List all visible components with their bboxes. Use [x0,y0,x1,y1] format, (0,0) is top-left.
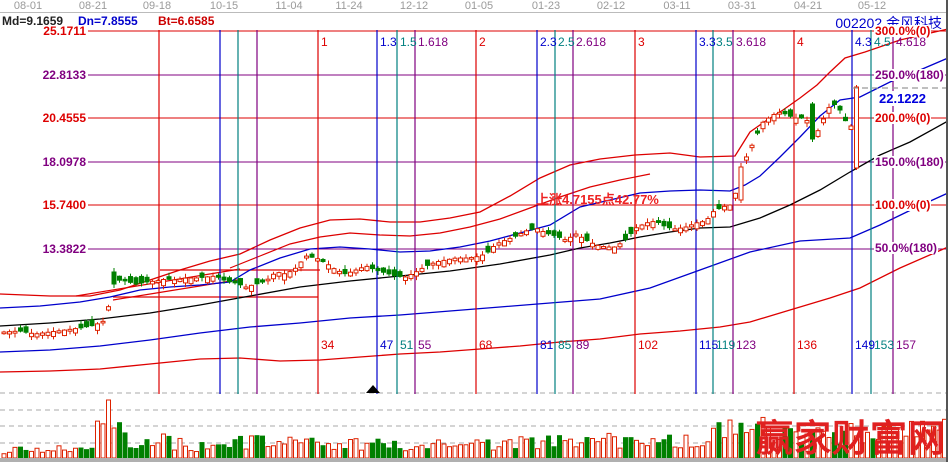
fib-count-label: 136 [797,338,818,352]
fib-count-label: 81 [540,338,554,352]
last-price-label: 22.1222 [878,91,927,106]
percent-axis-label: 200.0%(0) [874,111,932,125]
fib-top-label: 4.5 [874,35,891,49]
fib-top-label: 2.3 [540,35,557,49]
date-tick-label: 09-18 [142,0,172,12]
fib-count-label: 115 [699,338,719,352]
percent-axis-label: 300.0%(0) [874,24,932,38]
date-tick-label: 01-23 [531,0,561,12]
fib-count-label: 102 [638,338,659,352]
fib-count-label: 85 [558,338,572,352]
date-tick-label: 11-04 [275,0,303,12]
date-tick-label: 01-05 [464,0,494,12]
indicator-dn: Dn=7.8555 [78,14,138,28]
fib-top-label: 2.618 [576,35,607,49]
fib-top-label: 1.3 [380,35,397,49]
fib-count-label: 149 [855,338,876,352]
date-tick-label: 02-12 [596,0,626,12]
fib-top-label: 3.5 [716,35,733,49]
percent-axis-label: 250.0%(180) [874,68,945,82]
price-axis-label: 20.4555 [42,111,86,125]
fib-top-label: 2 [479,35,486,49]
date-tick-label: 08-01 [13,0,43,12]
fib-top-label: 4.3 [855,35,872,49]
date-tick-label: 03-11 [663,0,691,12]
date-tick-label: 12-12 [399,0,429,12]
fib-count-label: 55 [418,338,432,352]
percent-axis-label: 150.0%(180) [874,155,945,169]
fib-top-label: 4 [797,35,804,49]
indicator-md: Md=9.1659 [2,14,64,28]
fib-count-label: 123 [736,338,757,352]
fib-top-label: 3.618 [736,35,767,49]
date-tick-label: 03-31 [727,0,757,12]
fib-count-label: 89 [576,338,590,352]
watermark-text: 赢家财富网 [756,418,946,459]
price-axis-label: 15.7400 [42,198,86,212]
fib-count-label: 157 [896,338,917,352]
fib-count-label: 68 [479,338,493,352]
fib-count-label: 51 [400,338,414,352]
price-axis-label: 18.0978 [42,155,86,169]
fib-top-label: 3.3 [699,35,716,49]
fib-count-label: 119 [716,338,736,352]
fib-top-label: 1.5 [400,35,417,49]
fib-top-label: 2.5 [558,35,575,49]
right-border [946,0,948,462]
fib-count-label: 34 [321,338,335,352]
percent-axis-label: 100.0%(0) [874,198,932,212]
fib-top-label: 3 [638,35,645,49]
fib-top-label: 4.618 [896,35,927,49]
price-axis-label: 25.1711 [43,24,86,38]
date-tick-label: 04-21 [793,0,823,12]
percent-axis-label: 50.0%(180) [874,241,939,255]
rise-annotation: 上涨4.7155点42.77% [536,192,659,207]
fib-count-label: 47 [380,338,394,352]
date-tick-label: 05-12 [857,0,887,12]
date-tick-label: 10-15 [209,0,239,12]
price-axis-label: 22.8133 [42,68,86,82]
date-tick-label: 08-21 [78,0,108,12]
fib-top-label: 1.618 [418,35,449,49]
date-tick-label: 11-24 [335,0,363,12]
fib-top-label: 1 [321,35,328,49]
fib-count-label: 153 [874,338,895,352]
indicator-bt: Bt=6.6585 [158,14,215,28]
price-axis-label: 13.3822 [42,242,86,256]
date-axis-rule [0,12,948,13]
